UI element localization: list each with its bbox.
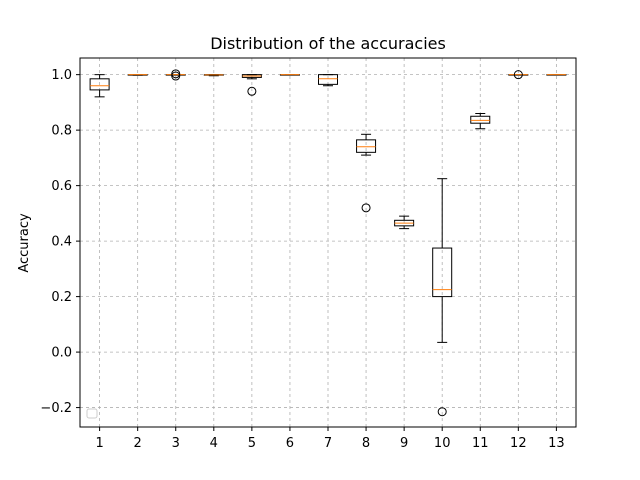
legend-box	[86, 408, 98, 419]
y-tick-label: 1.0	[51, 68, 72, 83]
outlier-point	[437, 407, 447, 417]
box-body	[470, 115, 491, 124]
plot-area	[89, 69, 567, 417]
x-tick-label: 4	[210, 436, 218, 451]
box-body	[432, 247, 453, 298]
y-tick-label: 0.8	[51, 124, 72, 139]
box-body	[318, 74, 338, 85]
y-tick-label: 0.6	[51, 179, 72, 194]
outlier-point	[247, 86, 257, 96]
outlier-point	[171, 71, 181, 81]
box-4	[203, 74, 224, 77]
box-body	[356, 139, 377, 153]
y-tick-label: 0.0	[51, 346, 72, 361]
y-tick-label: −0.2	[40, 401, 72, 416]
box-13	[546, 74, 567, 76]
box-2	[127, 74, 148, 76]
x-tick-label: 9	[400, 436, 408, 451]
box-body	[89, 78, 110, 91]
box-12	[508, 70, 529, 80]
box-10	[432, 178, 453, 417]
x-tick-label: 5	[248, 436, 256, 451]
x-tick-label: 13	[548, 436, 565, 451]
y-tick-label: 0.2	[51, 290, 72, 305]
grid	[80, 58, 576, 427]
x-tick-label: 2	[134, 436, 142, 451]
ticks: 1 2 3 4 5 6 7 8 9 10 11 12 13−0.20.00.20.40.60.81.0	[40, 68, 564, 451]
y-axis-label: Accuracy	[17, 213, 32, 273]
box-5	[241, 74, 262, 96]
x-tick-label: 12	[510, 436, 527, 451]
box-8	[356, 133, 377, 213]
x-tick-label: 10	[434, 436, 451, 451]
box-1	[89, 74, 110, 98]
outlier-point	[513, 70, 523, 80]
box-3	[165, 69, 186, 81]
box-7	[318, 74, 338, 87]
box-6	[279, 74, 300, 76]
outlier-point	[361, 203, 371, 213]
x-tick-label: 8	[362, 436, 370, 451]
x-tick-label: 3	[172, 436, 180, 451]
x-tick-label: 1	[95, 436, 103, 451]
x-tick-label: 6	[286, 436, 294, 451]
y-tick-label: 0.4	[51, 235, 72, 250]
x-tick-label: 11	[472, 436, 489, 451]
chart-title: Distribution of the accuracies	[210, 34, 446, 53]
box-11	[470, 112, 491, 130]
x-tick-label: 7	[324, 436, 332, 451]
box-9	[394, 215, 415, 230]
outlier-point	[171, 69, 181, 79]
